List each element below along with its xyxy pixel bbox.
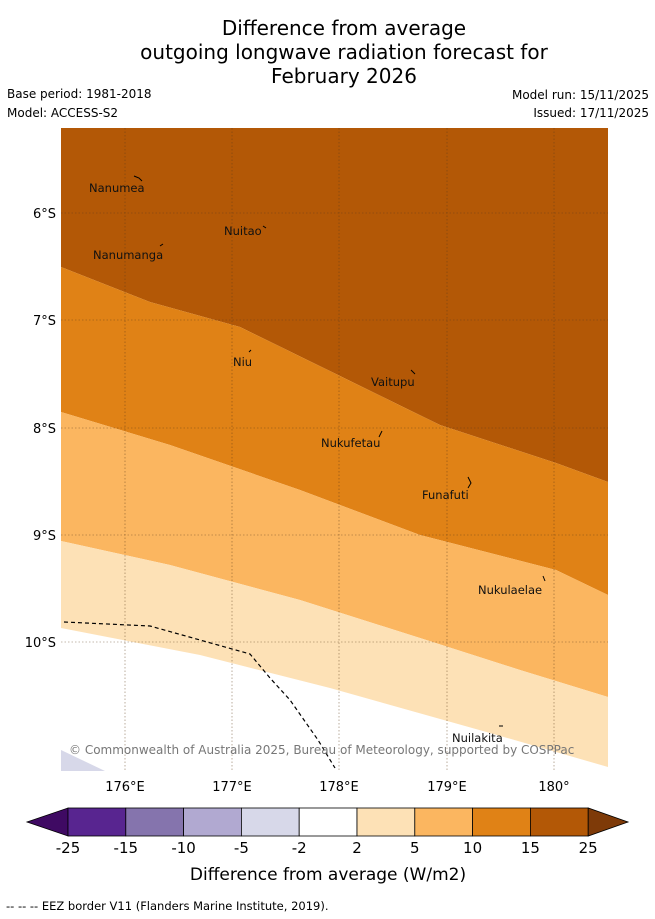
island-label-nukufetau: Nukufetau <box>321 436 380 450</box>
island-shape-vaitupu <box>410 369 416 375</box>
longitude-labels: 176°E 177°E 178°E 179°E 180° <box>105 780 569 795</box>
colorbar-tick-label: -5 <box>234 839 249 857</box>
colorbar-extend-high <box>587 807 630 837</box>
island-label-niu: Niu <box>233 355 252 369</box>
colorbar-segment <box>67 807 127 837</box>
colorbar-segment <box>240 807 300 837</box>
island-label-funafuti: Funafuti <box>422 488 469 502</box>
island-labels: Nanumea Nuitao Nanumanga Niu Vaitupu Nuk… <box>89 181 542 745</box>
band-5-10 <box>61 412 608 697</box>
model-run: Model run: 15/11/2025 <box>511 88 649 102</box>
lat-label-8s: 8°S <box>33 422 56 437</box>
island-shape-funafuti <box>467 476 472 489</box>
lat-label-10s: 10°S <box>25 636 56 651</box>
island-label-nuilakita: Nuilakita <box>452 731 503 745</box>
model-name: Model: ACCESS-S2 <box>7 106 119 120</box>
eez-footnote: -- -- -- EEZ border V11 (Flanders Marine… <box>6 899 329 913</box>
lat-label-9s: 9°S <box>33 529 56 544</box>
latitude-labels: 6°S 7°S 8°S 9°S 10°S <box>25 207 56 651</box>
colorbar-tick-label: 15 <box>521 839 540 857</box>
lat-label-6s: 6°S <box>33 207 56 222</box>
title-line-2: outgoing longwave radiation forecast for <box>140 40 548 64</box>
lon-label-176e: 176°E <box>105 780 145 795</box>
colorbar-segment <box>298 807 358 837</box>
island-label-vaitupu: Vaitupu <box>371 375 415 389</box>
island-shapes <box>133 175 546 727</box>
colorbar-segment <box>414 807 473 837</box>
colorbar-segment <box>356 807 416 837</box>
eez-border <box>63 621 336 769</box>
colorbar-segment <box>472 807 531 837</box>
colorbar: -25 -15 -10 -5 -2 2 5 10 15 25 <box>25 807 630 857</box>
island-shape-nanumea <box>133 175 143 182</box>
island-label-nanumanga: Nanumanga <box>93 248 163 262</box>
lat-label-7s: 7°S <box>33 314 56 329</box>
band-10-15 <box>61 267 608 595</box>
island-label-nuitao: Nuitao <box>224 224 262 238</box>
chart-title: Difference from average outgoing longwav… <box>0 16 655 88</box>
base-period: Base period: 1981-2018 <box>7 87 152 101</box>
island-shape-nukulaelae <box>542 575 546 582</box>
island-label-nanumea: Nanumea <box>89 181 145 195</box>
map-panel: Nanumea Nuitao Nanumanga Niu Vaitupu Nuk… <box>61 128 608 771</box>
colorbar-tick-label: 5 <box>410 839 420 857</box>
island-shape-nuitao <box>262 225 267 229</box>
colorbar-tick-label: -2 <box>292 839 307 857</box>
colorbar-tick-label: 2 <box>352 839 362 857</box>
colorbar-tick-label: -15 <box>114 839 139 857</box>
colorbar-tick-label: 25 <box>579 839 598 857</box>
lon-label-177e: 177°E <box>212 780 252 795</box>
lon-label-179e: 179°E <box>427 780 467 795</box>
lon-label-180: 180° <box>538 780 569 795</box>
island-shape-nanumanga <box>159 243 164 247</box>
graticule <box>61 128 608 771</box>
band-minus-2-5 <box>61 750 105 771</box>
colorbar-tick-label: -25 <box>56 839 81 857</box>
band-15-25 <box>61 128 608 482</box>
lon-label-178e: 178°E <box>319 780 359 795</box>
band-2-5 <box>61 541 608 767</box>
colorbar-tick-label: -10 <box>171 839 196 857</box>
island-label-nukulaelae: Nukulaelae <box>478 583 542 597</box>
island-shape-niu <box>248 349 252 353</box>
title-line-3: February 2026 <box>271 64 417 88</box>
colorbar-tick-label: 10 <box>463 839 482 857</box>
issued-date: Issued: 17/11/2025 <box>533 106 649 120</box>
colorbar-label: Difference from average (W/m2) <box>190 865 466 885</box>
copyright-notice: © Commonwealth of Australia 2025, Bureau… <box>69 743 574 757</box>
colorbar-segment <box>125 807 185 837</box>
colorbar-segment <box>183 807 242 837</box>
colorbar-extend-low <box>25 807 69 837</box>
title-line-1: Difference from average <box>221 16 467 40</box>
island-shape-nukufetau <box>378 430 383 438</box>
colorbar-segment <box>530 807 589 837</box>
